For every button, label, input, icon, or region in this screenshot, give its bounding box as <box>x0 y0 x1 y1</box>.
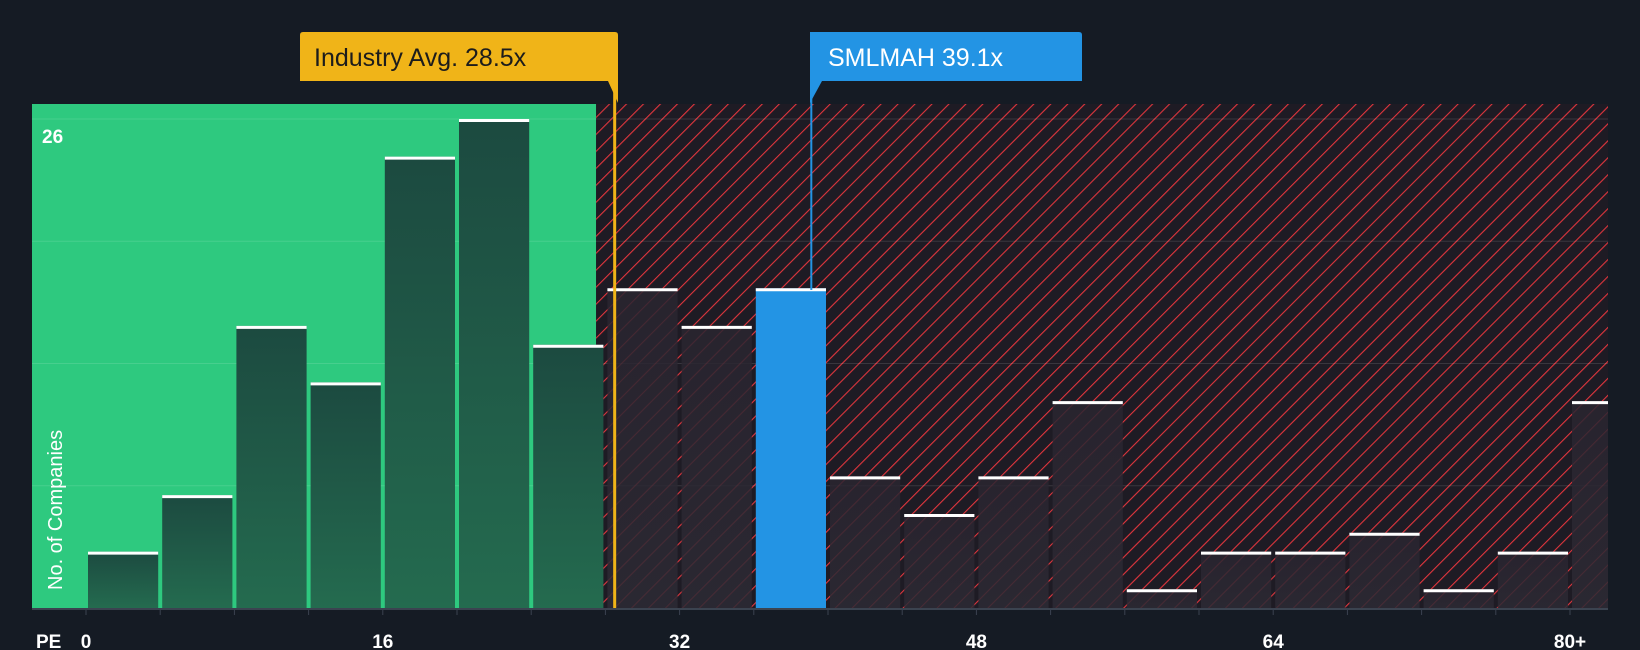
x-tick-label: 32 <box>669 632 690 650</box>
bar <box>533 344 604 608</box>
y-axis-label: No. of Companies <box>45 430 67 590</box>
bar <box>1052 401 1123 608</box>
bar <box>1126 589 1197 608</box>
bar <box>162 495 233 608</box>
bar <box>1201 551 1272 608</box>
value-markers <box>613 78 813 608</box>
bar <box>904 513 975 608</box>
x-tick-label: 80+ <box>1554 632 1586 650</box>
bar <box>1349 532 1420 608</box>
bar <box>830 476 901 608</box>
bar <box>459 119 530 609</box>
company-pe-callout-box <box>810 32 1082 103</box>
bar <box>1275 551 1346 608</box>
bar <box>1423 589 1494 608</box>
bar <box>1572 401 1608 608</box>
x-axis-label: PE <box>36 632 61 650</box>
bar <box>236 325 307 608</box>
x-tick-labels: 0 16 32 48 64 80+ <box>81 632 1586 650</box>
y-tick-label: 26 <box>42 127 63 148</box>
x-axis-ticks <box>85 608 1571 615</box>
bar <box>310 382 381 608</box>
bar <box>88 551 159 608</box>
histogram-bars <box>88 119 1608 609</box>
industry-avg-label: Industry Avg. 28.5x <box>314 44 527 72</box>
bar <box>607 288 678 608</box>
industry-avg-callout: Industry Avg. 28.5x <box>300 32 618 103</box>
bar <box>681 325 752 608</box>
x-tick-label: 16 <box>372 632 393 650</box>
bar <box>1497 551 1568 608</box>
bar <box>384 156 455 608</box>
industry-avg-callout-box <box>300 32 618 103</box>
company-pe-callout: SMLMAH 39.1x <box>810 32 1082 103</box>
company-pe-label: SMLMAH 39.1x <box>828 44 1004 72</box>
bar <box>978 476 1049 608</box>
x-tick-label: 64 <box>1263 632 1285 650</box>
x-tick-label: 0 <box>81 632 92 650</box>
bar <box>755 288 826 608</box>
x-tick-label: 48 <box>966 632 987 650</box>
